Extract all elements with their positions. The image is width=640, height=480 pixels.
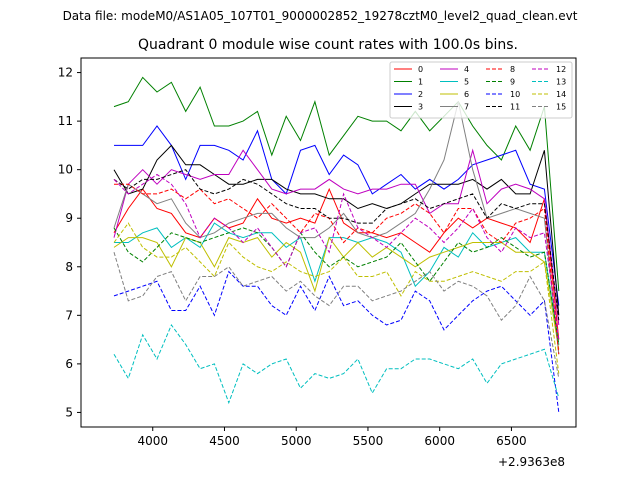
series-line-1 bbox=[113, 76, 560, 292]
legend-label: 14 bbox=[556, 90, 566, 99]
y-tick-label: 11 bbox=[58, 114, 73, 128]
series-line-12 bbox=[113, 173, 560, 340]
legend-label: 13 bbox=[556, 78, 566, 87]
series-line-10 bbox=[113, 270, 560, 413]
legend-label: 15 bbox=[556, 103, 566, 112]
series-line-11 bbox=[113, 169, 560, 321]
series-line-13 bbox=[113, 323, 560, 405]
series-line-5 bbox=[114, 222, 560, 345]
x-tick-label: 4000 bbox=[137, 434, 168, 448]
series-line-14 bbox=[113, 222, 560, 374]
legend-label: 6 bbox=[464, 90, 469, 99]
y-tick-label: 9 bbox=[65, 211, 73, 225]
legend-label: 7 bbox=[464, 103, 469, 112]
series-line-8 bbox=[114, 183, 560, 355]
x-tick-label: 6500 bbox=[496, 434, 527, 448]
y-tick-label: 8 bbox=[65, 260, 73, 274]
y-tick-label: 6 bbox=[65, 357, 73, 371]
legend-label: 11 bbox=[510, 103, 520, 112]
y-tick-label: 5 bbox=[65, 405, 73, 419]
legend-label: 8 bbox=[510, 65, 515, 74]
series-line-2 bbox=[114, 125, 560, 306]
series-line-6 bbox=[113, 236, 560, 350]
series-line-7 bbox=[113, 101, 560, 355]
legend-label: 2 bbox=[418, 90, 423, 99]
x-tick-label: 5000 bbox=[281, 434, 312, 448]
series-line-3 bbox=[113, 144, 560, 316]
series-line-9 bbox=[113, 227, 560, 345]
figure-suptitle: Data file: modeM0/AS1A05_107T01_90000028… bbox=[63, 9, 578, 23]
y-tick-label: 10 bbox=[58, 163, 73, 177]
legend-label: 10 bbox=[510, 90, 520, 99]
x-tick-label: 6000 bbox=[424, 434, 455, 448]
legend-label: 12 bbox=[556, 65, 566, 74]
legend-label: 0 bbox=[418, 65, 423, 74]
legend-label: 5 bbox=[464, 78, 469, 87]
series-line-4 bbox=[113, 148, 560, 326]
legend-label: 9 bbox=[510, 78, 515, 87]
legend-box bbox=[389, 61, 573, 119]
series-line-0 bbox=[113, 187, 560, 340]
series-line-15 bbox=[113, 252, 560, 379]
plot-area bbox=[113, 76, 560, 413]
chart-title: Quadrant 0 module wise count rates with … bbox=[138, 37, 518, 53]
y-tick-label: 7 bbox=[65, 308, 73, 322]
legend-label: 4 bbox=[464, 65, 469, 74]
y-tick-label: 12 bbox=[58, 66, 73, 80]
x-tick-label: 5500 bbox=[353, 434, 384, 448]
legend-label: 1 bbox=[418, 78, 423, 87]
x-offset-label: +2.9363e8 bbox=[498, 455, 565, 469]
legend-label: 3 bbox=[418, 103, 423, 112]
axes-frame bbox=[80, 57, 577, 428]
x-tick-label: 4500 bbox=[209, 434, 240, 448]
